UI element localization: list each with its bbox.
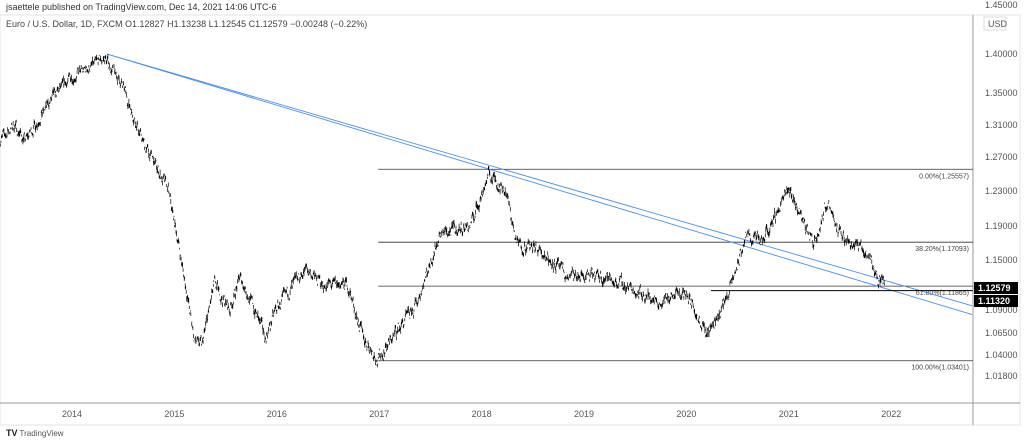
fib-level-label: 0.00%(1.25557)	[919, 173, 969, 180]
x-tick-label: 2022	[881, 409, 901, 419]
x-tick-label: 2017	[369, 409, 389, 419]
price-series[interactable]	[0, 54, 885, 368]
y-tick-label: 1.40000	[985, 49, 1018, 59]
price-label-box	[974, 295, 1018, 307]
fib-level-label: 100.00%(1.03401)	[911, 365, 969, 372]
y-tick-label: 1.27000	[985, 152, 1018, 162]
x-tick-label: 2016	[267, 409, 287, 419]
y-tick-label: 1.06500	[985, 328, 1018, 338]
price-label-box	[974, 282, 1018, 294]
y-tick-label: 1.31000	[985, 120, 1018, 130]
symbol-legend: Euro / U.S. Dollar, 1D, FXCM O1.12827 H1…	[6, 19, 368, 29]
brand-name: TradingView	[19, 429, 64, 438]
publisher-line: jsaettele published on TradingView.com, …	[6, 2, 277, 12]
x-tick-label: 2019	[574, 409, 594, 419]
x-tick-label: 2018	[472, 409, 492, 419]
y-tick-label: 1.01800	[985, 371, 1018, 381]
tradingview-logo: TV TradingView	[6, 428, 64, 438]
y-tick-label: 1.04000	[985, 350, 1018, 360]
y-tick-label: 1.35000	[985, 88, 1018, 98]
trendline[interactable]	[106, 53, 973, 307]
tv-logo-mark: TV	[6, 428, 18, 438]
trendline[interactable]	[106, 53, 973, 316]
y-tick-label: 1.15000	[985, 255, 1018, 265]
fib-level-label: 61.80%(1.11865)	[916, 290, 969, 297]
y-tick-label: 1.09000	[985, 305, 1018, 315]
fib-level-label: 38.20%(1.17093)	[915, 246, 969, 253]
chart-frame	[0, 14, 1021, 426]
y-tick-label-partial: 1.45000	[985, 0, 1018, 10]
x-tick-label: 2021	[779, 409, 799, 419]
x-tick-label: 2015	[164, 409, 184, 419]
y-tick-label: 1.23000	[985, 186, 1018, 196]
price-label: 1.12579	[978, 283, 1011, 293]
x-tick-label: 2020	[676, 409, 696, 419]
currency-label: USD	[988, 19, 1008, 29]
y-tick-label: 1.19000	[985, 221, 1018, 231]
currency-badge[interactable]	[983, 16, 1007, 31]
price-label: 1.11320	[978, 296, 1010, 306]
x-tick-label: 2014	[62, 409, 82, 419]
